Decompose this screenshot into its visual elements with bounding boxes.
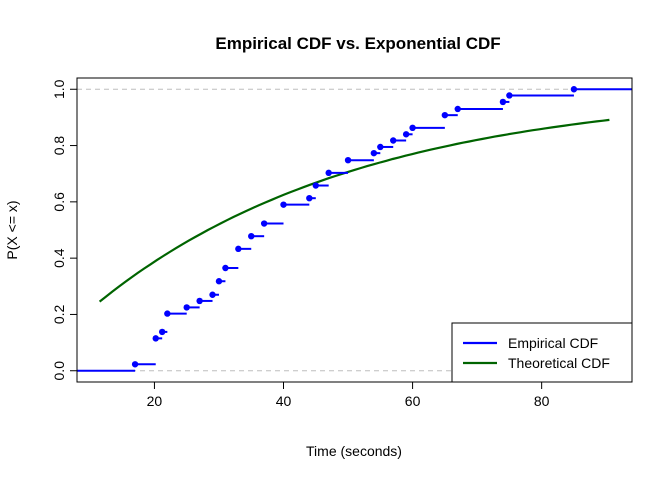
empirical-cdf-point	[248, 232, 255, 240]
chart-title: Empirical CDF vs. Exponential CDF	[215, 34, 500, 53]
y-tick-label: 1.0	[51, 79, 67, 99]
theoretical-cdf-layer	[98, 118, 610, 303]
theoretical-cdf-line	[98, 118, 610, 303]
empirical-cdf-point	[209, 291, 216, 298]
empirical-cdf-point	[158, 328, 166, 336]
empirical-cdf-point	[131, 361, 139, 368]
empirical-cdf-point	[344, 156, 352, 164]
empirical-cdf-point	[377, 143, 384, 151]
y-tick-label: 0.8	[51, 136, 67, 156]
empirical-cdf-point	[370, 149, 378, 157]
empirical-cdf-point	[454, 105, 461, 113]
x-tick-label: 80	[534, 393, 550, 409]
empirical-cdf-point	[325, 169, 332, 177]
empirical-cdf-point	[196, 297, 203, 305]
y-tick-label: 0.2	[51, 305, 67, 325]
empirical-cdf-point	[570, 86, 578, 93]
empirical-cdf-point	[390, 137, 397, 144]
empirical-cdf-point	[306, 194, 313, 202]
x-axis-label: Time (seconds)	[306, 443, 402, 459]
empirical-cdf-layer	[77, 86, 632, 372]
empirical-cdf-point	[164, 310, 171, 317]
empirical-cdf-point	[280, 201, 287, 208]
empirical-cdf-point	[215, 278, 223, 285]
x-tick-label: 20	[147, 393, 163, 409]
legend: Empirical CDF Theoretical CDF	[451, 322, 633, 383]
empirical-cdf-point	[409, 124, 416, 132]
empirical-cdf-point	[222, 264, 229, 272]
x-tick-label: 40	[276, 393, 292, 409]
empirical-cdf-point	[499, 98, 507, 106]
y-axis-label: P(X <= x)	[4, 200, 20, 259]
y-tick-label: 0.0	[51, 361, 67, 381]
empirical-cdf-point	[152, 335, 159, 342]
empirical-cdf-point	[183, 304, 190, 311]
legend-label: Empirical CDF	[508, 335, 598, 351]
empirical-cdf-point	[506, 92, 513, 99]
legend-label: Theoretical CDF	[508, 355, 610, 371]
empirical-cdf-point	[312, 182, 319, 189]
x-tick-label: 60	[405, 393, 421, 409]
plot-frame	[76, 77, 633, 383]
empirical-cdf-point	[260, 220, 268, 227]
y-tick-label: 0.6	[51, 192, 67, 212]
empirical-cdf-point	[235, 245, 242, 253]
empirical-cdf-point	[402, 131, 410, 138]
y-tick-label: 0.4	[51, 248, 67, 268]
empirical-cdf-point	[441, 111, 449, 119]
legend-box	[451, 322, 633, 383]
